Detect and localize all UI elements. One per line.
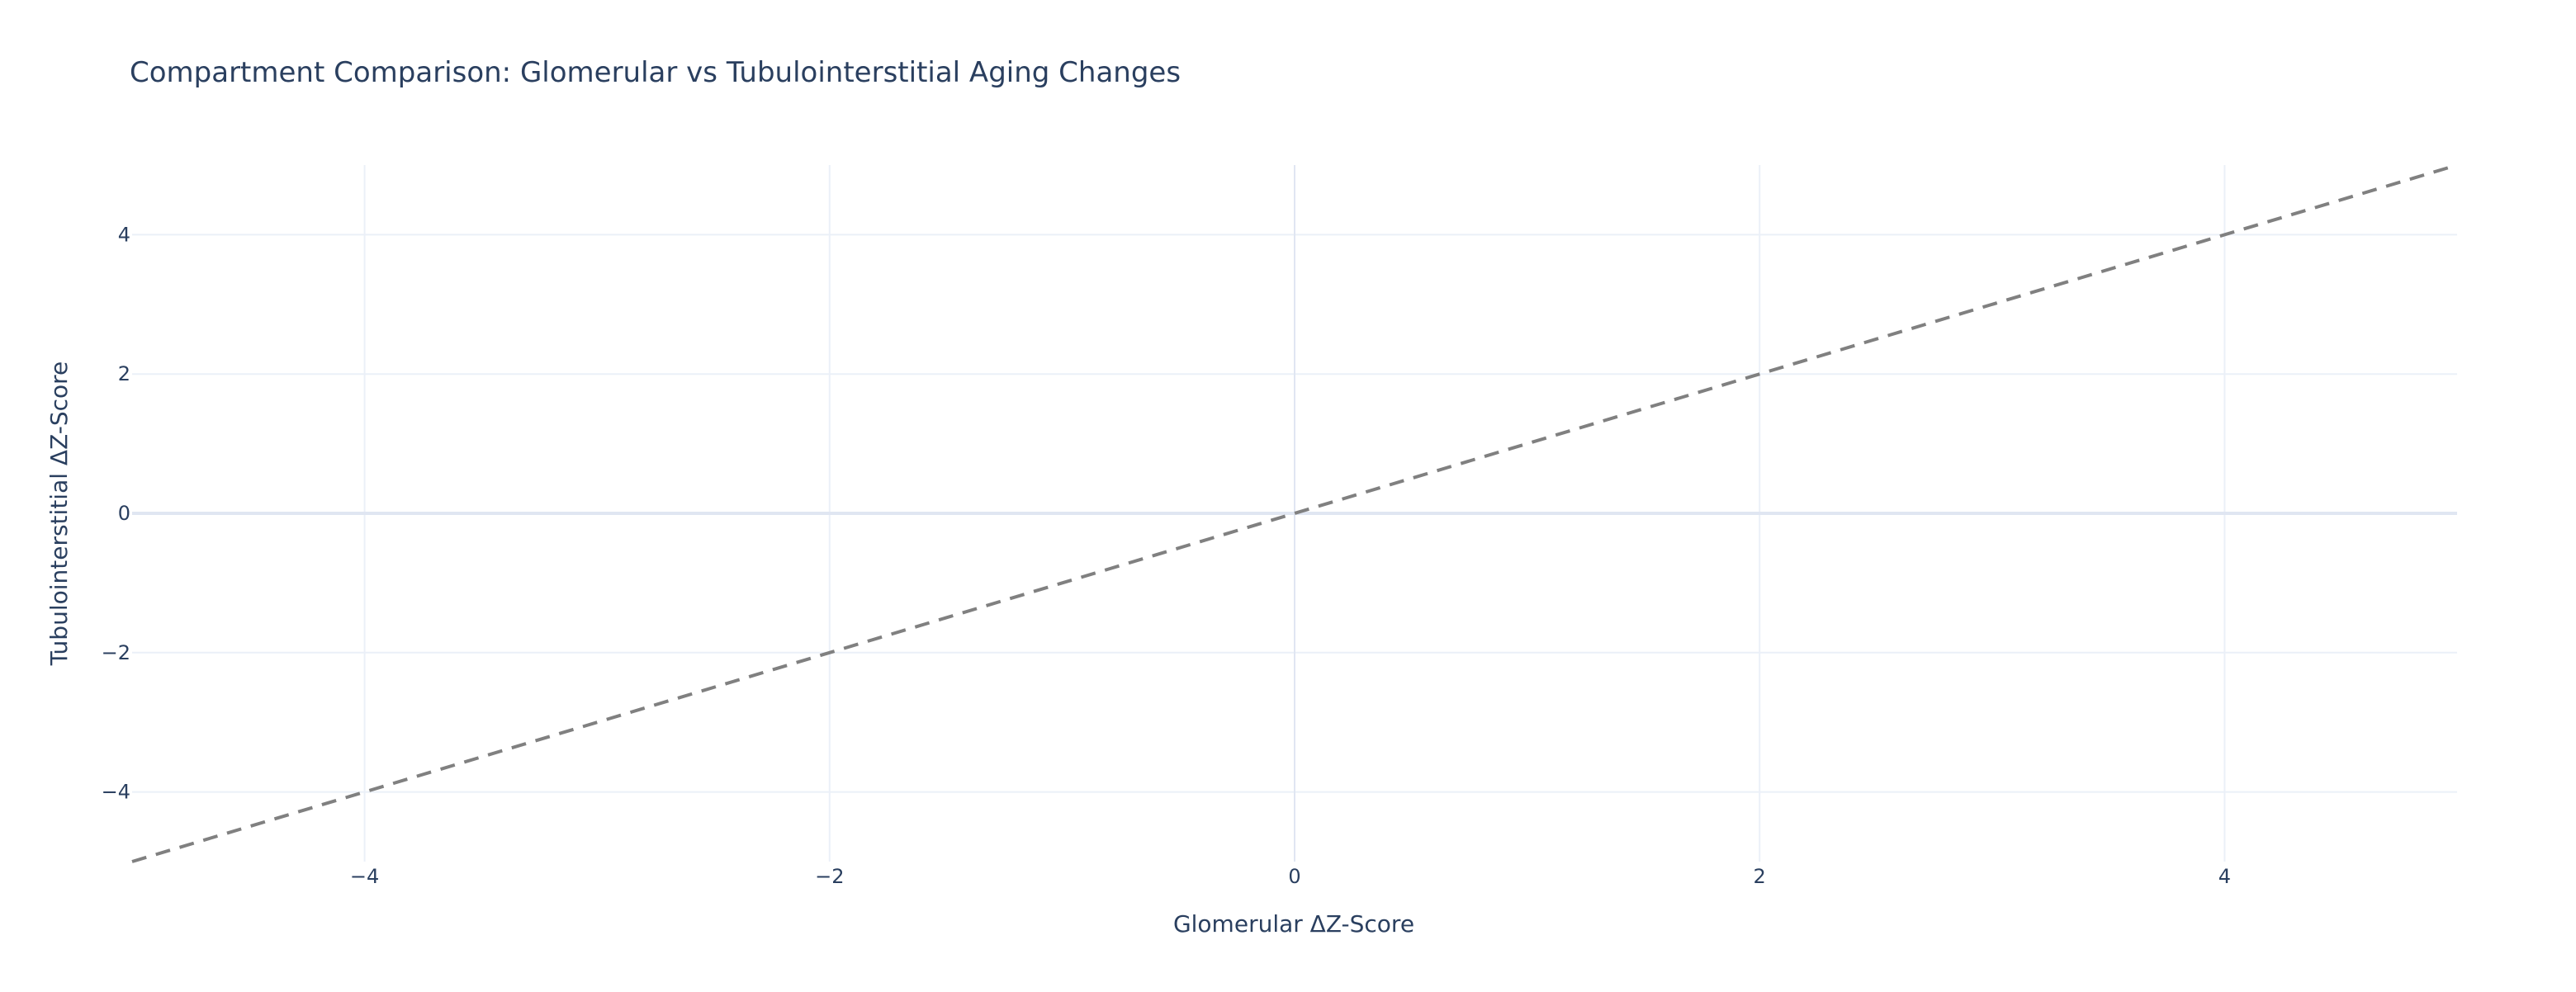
y-tick-label: 4: [118, 223, 130, 246]
x-axis-title: Glomerular ΔZ-Score: [1173, 910, 1414, 938]
y-axis-title: Tubulointerstitial ΔZ-Score: [45, 361, 73, 667]
x-tick-label: 4: [2218, 865, 2231, 888]
y-tick-label: −2: [102, 641, 130, 664]
x-axis-ticks: −4 −2 0 2 4: [350, 865, 2231, 888]
y-tick-label: −4: [102, 781, 130, 804]
chart-title: Compartment Comparison: Glomerular vs Tu…: [130, 56, 1181, 89]
x-tick-label: −4: [350, 865, 379, 888]
zero-lines: [132, 165, 2457, 862]
x-tick-label: −2: [815, 865, 844, 888]
y-tick-label: 2: [118, 362, 130, 385]
y-tick-label: 0: [118, 502, 130, 525]
y-axis-ticks: −4 −2 0 2 4: [102, 223, 130, 803]
identity-reference-line: [131, 163, 2458, 863]
x-tick-label: 2: [1754, 865, 1766, 888]
plot-area: [131, 163, 2458, 863]
x-tick-label: 0: [1288, 865, 1300, 888]
